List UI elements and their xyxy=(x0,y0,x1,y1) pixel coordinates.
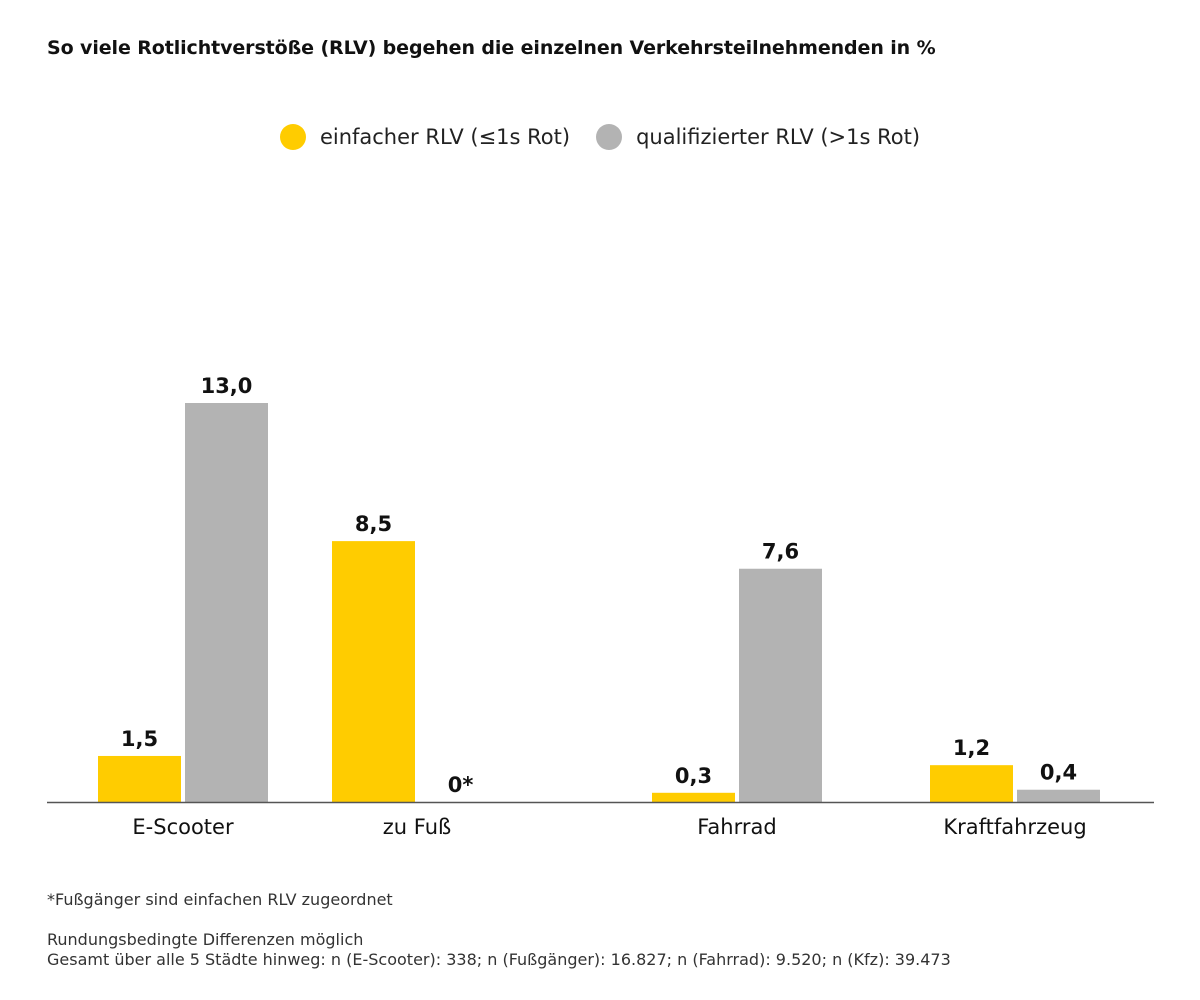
legend-item-qualifiziert: qualifizierter RLV (>1s Rot) xyxy=(596,124,920,150)
legend-label-qualifiziert: qualifizierter RLV (>1s Rot) xyxy=(636,125,921,149)
bar-fahrrad-series-1 xyxy=(739,568,822,802)
category-label: Fahrrad xyxy=(697,815,776,839)
data-label: 0,3 xyxy=(675,764,712,788)
bar-e-scooter-series-0 xyxy=(98,755,181,802)
bar-kraftfahrzeug-series-1 xyxy=(1017,789,1100,802)
bar-zu-fu--series-0 xyxy=(332,541,415,802)
legend-dot-qualifiziert xyxy=(596,124,623,150)
data-label: 7,6 xyxy=(762,540,799,564)
note-rounding: Rundungsbedingte Differenzen möglich xyxy=(47,930,364,949)
chart-title: So viele Rotlichtverstöße (RLV) begehen … xyxy=(47,37,936,59)
data-label: 8,5 xyxy=(355,512,392,536)
category-label: Kraftfahrzeug xyxy=(943,815,1086,839)
bar-fahrrad-series-0 xyxy=(652,792,735,802)
category-label: E-Scooter xyxy=(132,815,234,839)
data-label: 1,2 xyxy=(953,736,990,760)
data-label: 1,5 xyxy=(121,727,158,751)
data-label: 0* xyxy=(448,773,474,797)
bar-kraftfahrzeug-series-0 xyxy=(930,765,1013,802)
legend-dot-einfacher xyxy=(279,124,306,150)
category-label: zu Fuß xyxy=(383,815,451,839)
legend-item-einfacher: einfacher RLV (≤1s Rot) xyxy=(279,124,571,150)
footnote: *Fußgänger sind einfachen RLV zugeordnet xyxy=(47,890,393,909)
bar-e-scooter-series-1 xyxy=(185,403,268,802)
note-sample-sizes: Gesamt über alle 5 Städte hinweg: n (E-S… xyxy=(47,950,951,969)
bar-chart: 1,5 13,0 E-Scooter 8,5 0* zu Fuß 0,3 7,6 Fahrrad… xyxy=(47,374,1154,839)
data-label: 0,4 xyxy=(1040,761,1077,785)
legend-label-einfacher: einfacher RLV (≤1s Rot) xyxy=(319,125,571,149)
notes: Rundungsbedingte Differenzen möglich Ges… xyxy=(47,930,951,970)
legend: einfacher RLV (≤1s Rot) qualifizierter R… xyxy=(0,124,1200,150)
data-label: 13,0 xyxy=(201,374,253,398)
